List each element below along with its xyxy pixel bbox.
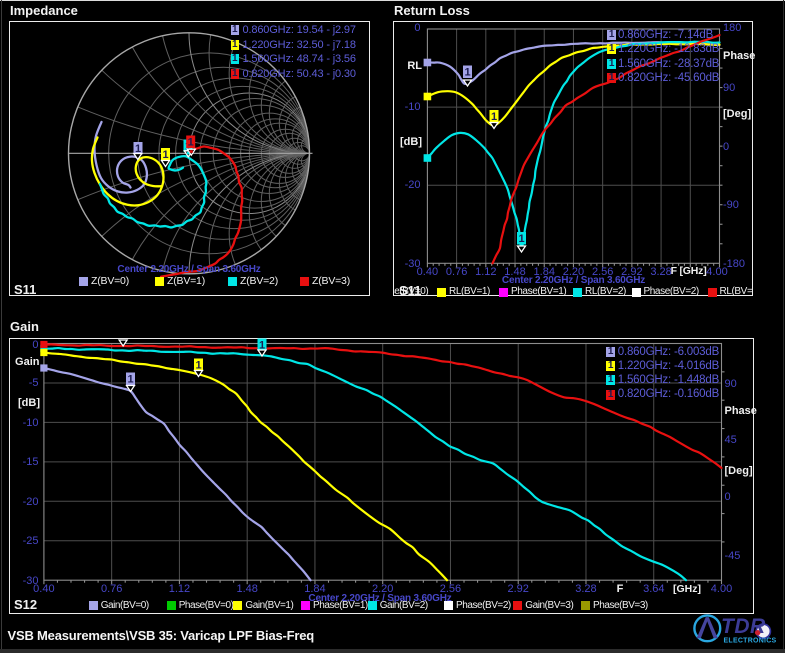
svg-text:1: 1: [518, 233, 524, 245]
svg-text:1: 1: [135, 143, 141, 155]
svg-text:1: 1: [491, 111, 497, 123]
svg-text:ELECTRONICS: ELECTRONICS: [724, 638, 777, 645]
svg-text:1: 1: [162, 149, 168, 161]
svg-text:1: 1: [259, 339, 265, 351]
svg-text:1: 1: [188, 136, 194, 148]
svg-text:1: 1: [127, 373, 133, 385]
svg-text:TDR: TDR: [721, 615, 766, 638]
svg-text:1: 1: [464, 66, 470, 78]
svg-text:1: 1: [195, 359, 201, 371]
